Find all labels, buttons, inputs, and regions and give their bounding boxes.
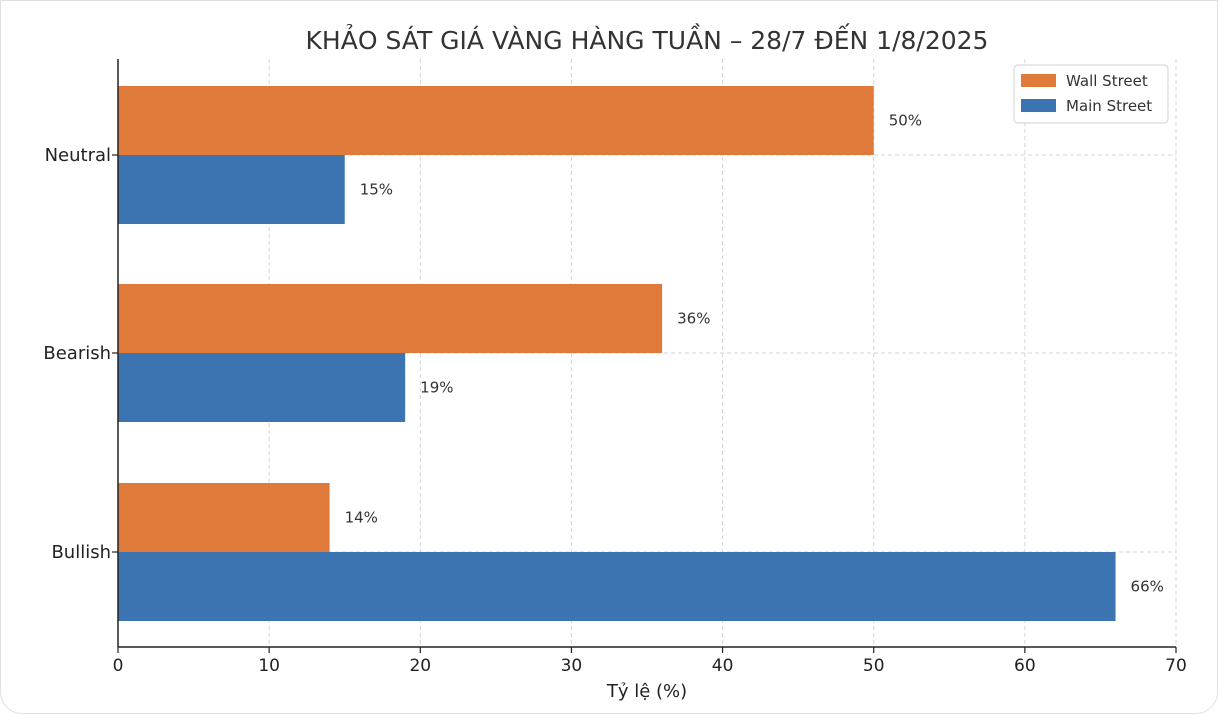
y-tick-label: Bullish: [51, 542, 111, 563]
data-label: 15%: [360, 181, 393, 199]
x-tick-label: 60: [1014, 656, 1036, 676]
bar-main-street-neutral: [118, 155, 345, 224]
x-tick-label: 0: [113, 656, 124, 676]
bar-wall-street-bearish: [118, 284, 663, 353]
bar-wall-street-bullish: [118, 483, 330, 552]
data-label: 19%: [420, 379, 453, 397]
data-label: 50%: [889, 112, 922, 130]
legend-label: Main Street: [1066, 97, 1152, 115]
x-axis-label: Tỷ lệ (%): [606, 681, 687, 702]
bars: 50% 36% 14% 15% 19% 66%: [118, 86, 1164, 621]
legend-swatch: [1021, 99, 1056, 112]
bar-wall-street-neutral: [118, 86, 874, 155]
x-tick-label: 70: [1165, 656, 1187, 676]
bar-main-street-bearish: [118, 353, 406, 422]
x-tick-label: 50: [863, 656, 885, 676]
legend-label: Wall Street: [1066, 72, 1148, 90]
legend-swatch: [1021, 74, 1056, 87]
axes: 0 10 20 30 40 50 60 70 Neutral Bearish Bullish: [43, 59, 1187, 676]
x-tick-label: 20: [409, 656, 431, 676]
data-label: 14%: [345, 509, 378, 527]
data-label: 66%: [1131, 578, 1164, 596]
chart-title: KHẢO SÁT GIÁ VÀNG HÀNG TUẦN – 28/7 ĐẾN 1…: [306, 23, 989, 55]
x-tick-label: 30: [561, 656, 583, 676]
legend: Wall Street Main Street: [1013, 64, 1169, 124]
bar-main-street-bullish: [118, 552, 1116, 621]
x-tick-label: 40: [712, 656, 734, 676]
y-tick-label: Neutral: [45, 145, 111, 166]
data-label: 36%: [677, 310, 710, 328]
y-tick-label: Bearish: [43, 343, 111, 364]
x-tick-label: 10: [258, 656, 280, 676]
